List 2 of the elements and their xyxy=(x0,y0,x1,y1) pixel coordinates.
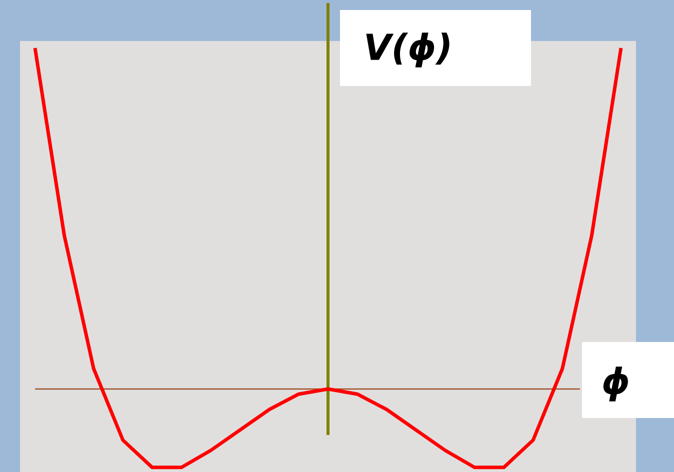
x-axis-title: ϕ xyxy=(603,366,628,402)
y-axis-title: V(ϕ) xyxy=(366,32,450,68)
